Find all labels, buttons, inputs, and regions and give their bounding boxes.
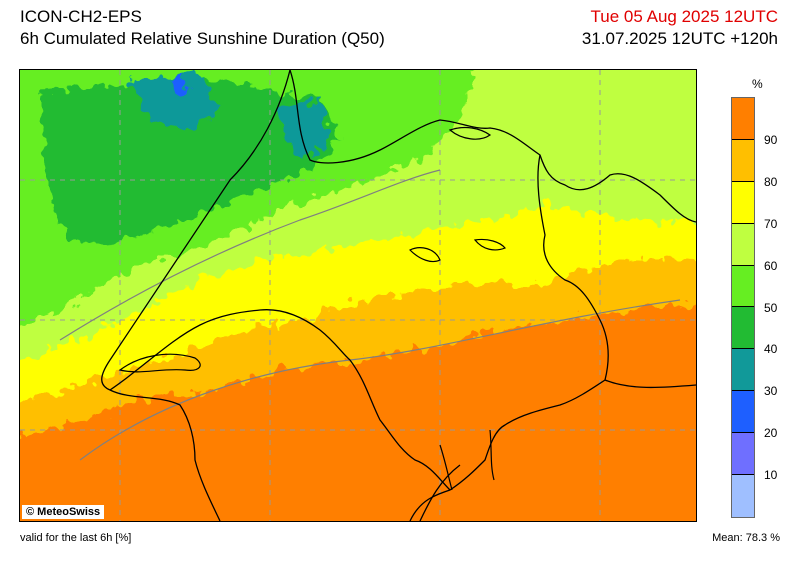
legend-tick-label: 50 [764, 300, 778, 315]
legend-swatch [732, 223, 754, 266]
legend-swatch [732, 181, 754, 224]
time-block: Tue 05 Aug 2025 12UTC 31.07.2025 12UTC +… [582, 6, 778, 50]
mean-label: Mean: [712, 532, 743, 544]
product-name: 6h Cumulated Relative Sunshine Duration … [20, 29, 385, 48]
legend-unit: % [752, 77, 763, 91]
legend-tick-label: 80 [764, 174, 778, 189]
title-block: ICON-CH2-EPS 6h Cumulated Relative Sunsh… [20, 6, 385, 50]
legend-swatch [732, 391, 754, 434]
legend-tick-label: 20 [764, 426, 778, 441]
sunshine-map: © MeteoSwiss [19, 69, 697, 522]
legend-swatch [732, 475, 754, 517]
lakes [118, 126, 506, 491]
legend-swatch [732, 98, 754, 140]
run-info: 31.07.2025 12UTC +120h [581, 29, 778, 48]
validity-note: valid for the last 6h [%] [20, 532, 132, 544]
legend-tick-label: 30 [764, 384, 778, 399]
copyright-label: © MeteoSwiss [22, 505, 105, 519]
sunshine-field [20, 70, 696, 521]
legend-swatch [732, 139, 754, 182]
legend-swatch [732, 433, 754, 476]
legend-tick-label: 10 [764, 468, 778, 483]
legend-tick-label: 70 [764, 216, 778, 231]
legend-swatch [732, 307, 754, 350]
grid-lines [20, 70, 696, 521]
model-name: ICON-CH2-EPS [20, 7, 142, 26]
valid-time: Tue 05 Aug 2025 12UTC [590, 7, 778, 26]
legend-tick-label: 40 [764, 342, 778, 357]
mean-value: Mean: 78.3 % [712, 532, 780, 544]
map-canvas [20, 70, 696, 521]
legend-tick-label: 90 [764, 132, 778, 147]
legend-swatch [732, 349, 754, 392]
mean-number: 78.3 % [745, 532, 780, 544]
legend-swatch [732, 265, 754, 308]
legend-tick-label: 60 [764, 258, 778, 273]
country-borders [101, 70, 696, 521]
color-legend [731, 97, 755, 518]
